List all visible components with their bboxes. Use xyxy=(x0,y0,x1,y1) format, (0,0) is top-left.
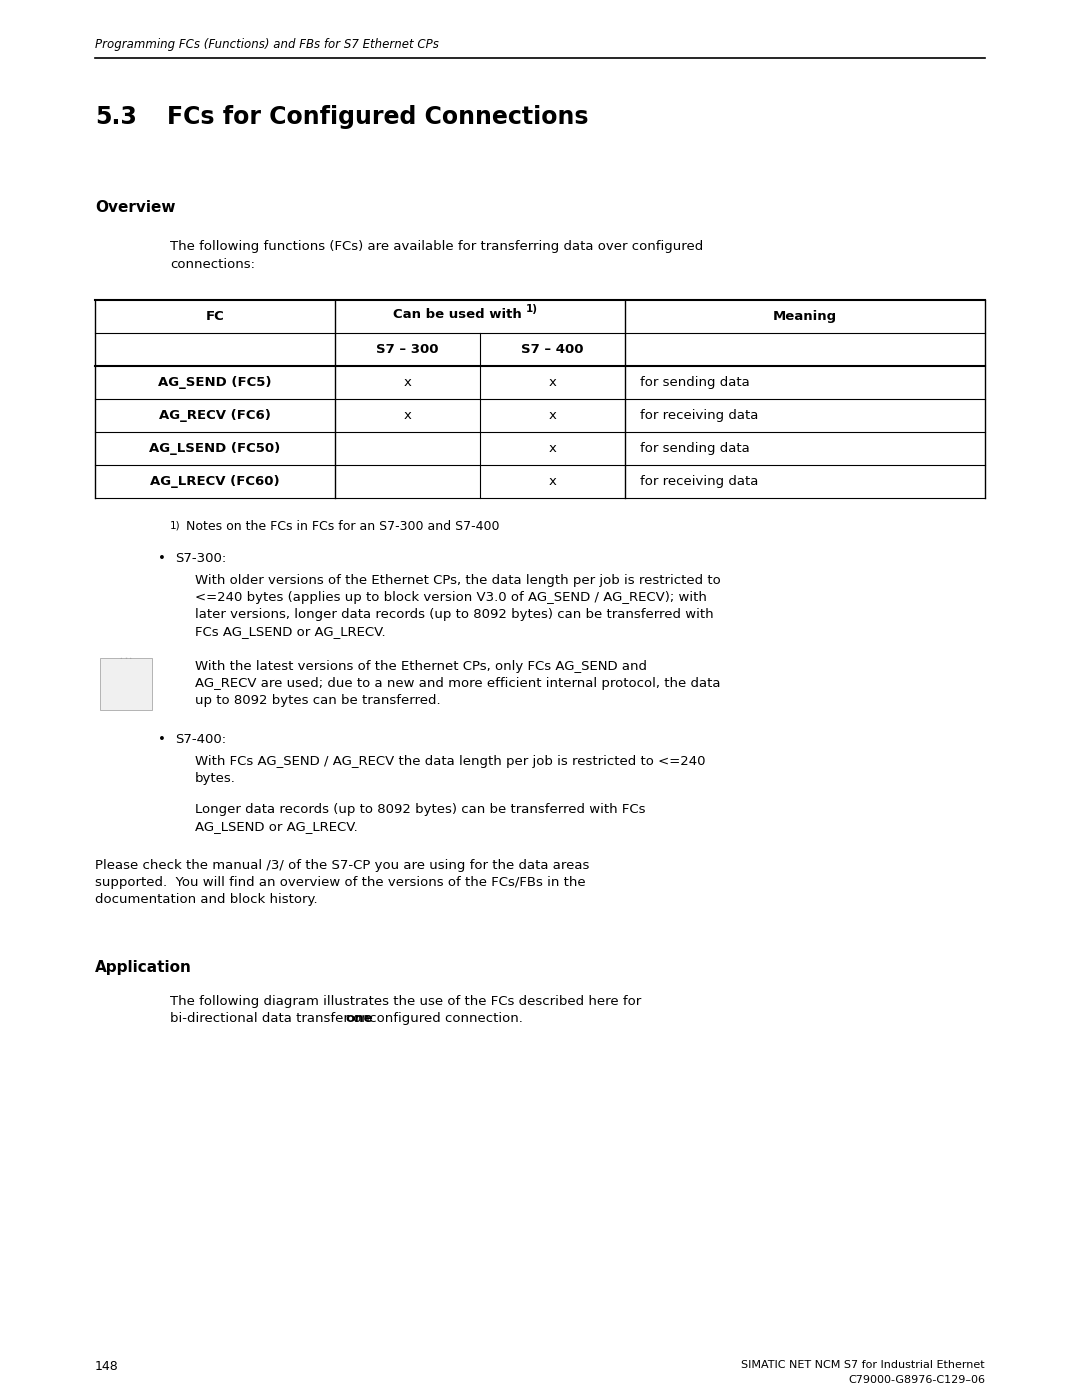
Text: AG_RECV are used; due to a new and more efficient internal protocol, the data: AG_RECV are used; due to a new and more … xyxy=(195,678,720,690)
Text: C79000-G8976-C129–06: C79000-G8976-C129–06 xyxy=(848,1375,985,1384)
Text: x: x xyxy=(404,409,411,422)
Text: Can be used with: Can be used with xyxy=(393,307,527,321)
Text: Longer data records (up to 8092 bytes) can be transferred with FCs: Longer data records (up to 8092 bytes) c… xyxy=(195,803,646,816)
Text: Meaning: Meaning xyxy=(773,310,837,323)
Text: FCs AG_LSEND or AG_LRECV.: FCs AG_LSEND or AG_LRECV. xyxy=(195,624,386,638)
Text: AG_LRECV (FC60): AG_LRECV (FC60) xyxy=(150,475,280,488)
Text: S7 – 300: S7 – 300 xyxy=(376,344,438,356)
Text: Programming FCs (Functions) and FBs for S7 Ethernet CPs: Programming FCs (Functions) and FBs for … xyxy=(95,38,438,52)
Text: 5.3: 5.3 xyxy=(95,105,137,129)
Text: FC: FC xyxy=(205,310,225,323)
Text: configured connection.: configured connection. xyxy=(365,1011,523,1025)
Text: for sending data: for sending data xyxy=(640,441,750,455)
Text: x: x xyxy=(404,376,411,388)
Text: <=240 bytes (applies up to block version V3.0 of AG_SEND / AG_RECV); with: <=240 bytes (applies up to block version… xyxy=(195,591,707,604)
Text: •: • xyxy=(158,733,166,746)
Text: Notes on the FCs in FCs for an S7-300 and S7-400: Notes on the FCs in FCs for an S7-300 an… xyxy=(183,520,499,534)
Text: With the latest versions of the Ethernet CPs, only FCs AG_SEND and: With the latest versions of the Ethernet… xyxy=(195,659,647,673)
Text: 1): 1) xyxy=(170,520,180,529)
Text: for sending data: for sending data xyxy=(640,376,750,388)
Text: •: • xyxy=(158,552,166,564)
Text: AG_RECV (FC6): AG_RECV (FC6) xyxy=(159,409,271,422)
Text: x: x xyxy=(549,475,556,488)
Text: Overview: Overview xyxy=(95,200,175,215)
Text: With FCs AG_SEND / AG_RECV the data length per job is restricted to <=240: With FCs AG_SEND / AG_RECV the data leng… xyxy=(195,754,705,768)
Text: The following functions (FCs) are available for transferring data over configure: The following functions (FCs) are availa… xyxy=(170,240,703,253)
Text: Application: Application xyxy=(95,960,192,975)
Text: AG_LSEND or AG_LRECV.: AG_LSEND or AG_LRECV. xyxy=(195,820,357,833)
Text: documentation and block history.: documentation and block history. xyxy=(95,893,318,907)
Text: The following diagram illustrates the use of the FCs described here for: The following diagram illustrates the us… xyxy=(170,995,642,1009)
Text: connections:: connections: xyxy=(170,258,255,271)
Text: bi-directional data transfer on: bi-directional data transfer on xyxy=(170,1011,374,1025)
Text: supported.  You will find an overview of the versions of the FCs/FBs in the: supported. You will find an overview of … xyxy=(95,876,585,888)
Text: With older versions of the Ethernet CPs, the data length per job is restricted t: With older versions of the Ethernet CPs,… xyxy=(195,574,720,587)
Text: Please check the manual /3/ of the S7-CP you are using for the data areas: Please check the manual /3/ of the S7-CP… xyxy=(95,859,590,872)
Text: S7-300:: S7-300: xyxy=(175,552,226,564)
Text: up to 8092 bytes can be transferred.: up to 8092 bytes can be transferred. xyxy=(195,694,441,707)
Text: later versions, longer data records (up to 8092 bytes) can be transferred with: later versions, longer data records (up … xyxy=(195,608,714,622)
Text: 1): 1) xyxy=(526,305,538,314)
Text: for receiving data: for receiving data xyxy=(640,475,758,488)
Text: x: x xyxy=(549,441,556,455)
Text: 148: 148 xyxy=(95,1361,119,1373)
Text: FCs for Configured Connections: FCs for Configured Connections xyxy=(167,105,589,129)
Text: for receiving data: for receiving data xyxy=(640,409,758,422)
Text: S7 – 400: S7 – 400 xyxy=(522,344,584,356)
Text: bytes.: bytes. xyxy=(195,773,235,785)
Text: x: x xyxy=(549,409,556,422)
Text: one: one xyxy=(346,1011,373,1025)
Bar xyxy=(100,658,152,710)
Text: S7-400:: S7-400: xyxy=(175,733,226,746)
Text: AG_SEND (FC5): AG_SEND (FC5) xyxy=(159,376,272,388)
Text: SIMATIC NET NCM S7 for Industrial Ethernet: SIMATIC NET NCM S7 for Industrial Ethern… xyxy=(741,1361,985,1370)
Text: x: x xyxy=(549,376,556,388)
Text: AG_LSEND (FC50): AG_LSEND (FC50) xyxy=(149,441,281,455)
